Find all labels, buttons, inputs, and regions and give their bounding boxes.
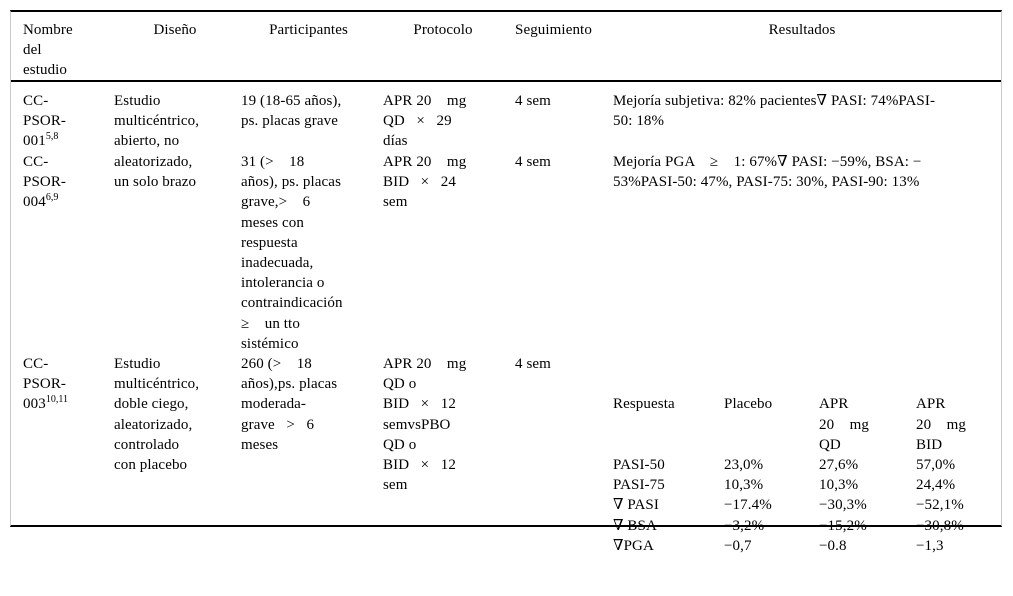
- subtable-header-placebo: Placebo: [724, 396, 773, 413]
- subtable-value: −15,2%: [819, 517, 867, 534]
- column-header-participants: Participantes: [269, 22, 348, 38]
- row1-study-name-text: CC- PSOR- 001: [23, 93, 67, 150]
- row1-design-cell: Estudio multicéntrico, abierto, no aleat…: [114, 93, 200, 190]
- subtable-value: −17.4%: [724, 497, 772, 514]
- subtable-value: 10,3%: [819, 477, 859, 494]
- subtable-value: 10,3%: [724, 477, 764, 494]
- subtable-value: −0,7: [724, 537, 752, 554]
- subtable-row-label: ∇ PASI: [613, 497, 659, 514]
- column-header-design: Diseño: [153, 22, 197, 38]
- row1-followup-cell: 4 sem: [515, 93, 551, 109]
- subtable-value: −30,3%: [819, 497, 867, 514]
- column-header-protocol: Protocolo: [413, 22, 473, 38]
- row1-study-name-cell: CC- PSOR- 0015,8: [23, 91, 111, 152]
- row2-participants-cell: 31 (> 18 años), ps. placas grave,> 6 mes…: [241, 154, 343, 352]
- row2-study-name-superscript: 6,9: [45, 192, 59, 204]
- row2-protocol-cell: APR 20 mg BID × 24 sem: [383, 154, 467, 211]
- subtable-value: 23,0%: [724, 457, 764, 474]
- subtable-value: 27,6%: [819, 457, 859, 474]
- row1-participants-cell: 19 (18-65 años), ps. placas grave: [241, 93, 342, 130]
- row2-study-name-cell: CC- PSOR- 0046,9: [23, 152, 111, 213]
- row1-results-cell: Mejoría subjetiva: 82% pacientes∇ PASI: …: [613, 93, 936, 130]
- row1-protocol-cell: APR 20 mg QD × 29 días: [383, 93, 467, 150]
- row3-results-subtable: Respuesta Placebo APR 20 mg QD APR 20 mg…: [613, 354, 1001, 596]
- subtable-value: −3,2%: [724, 517, 765, 534]
- row3-design-cell: Estudio multicéntrico, doble ciego, alea…: [114, 356, 200, 474]
- subtable-value: −52,1%: [916, 497, 964, 514]
- subtable-row-label: PASI-75: [613, 477, 665, 494]
- results-subtable-grid: Respuesta Placebo APR 20 mg QD APR 20 mg…: [613, 394, 1001, 556]
- column-header-results: Resultados: [768, 22, 836, 38]
- row3-study-name-cell: CC- PSOR- 00310,11: [23, 354, 111, 415]
- subtable-value: 24,4%: [916, 477, 956, 494]
- subtable-value: −30,8%: [916, 517, 964, 534]
- row1-study-name-superscript: 5,8: [45, 131, 59, 143]
- subtable-header-response: Respuesta: [613, 396, 675, 413]
- subtable-row-label: PASI-50: [613, 457, 665, 474]
- row2-study-name-text: CC- PSOR- 004: [23, 154, 67, 211]
- subtable-row-label: ∇ BSA: [613, 517, 657, 534]
- row3-participants-cell: 260 (> 18 años),ps. placas moderada- gra…: [241, 356, 338, 453]
- row3-protocol-cell: APR 20 mg QD o BID × 12 semvsPBO QD o BI…: [383, 356, 467, 494]
- column-header-study-name: Nombre del estudio: [23, 22, 73, 79]
- row2-results-cell: Mejoría PGA ≥ 1: 67%∇ PASI: −59%, BSA: −…: [613, 154, 922, 191]
- column-header-followup: Seguimiento: [515, 22, 592, 38]
- header-divider: [11, 80, 1001, 82]
- subtable-header-apr-bid: APR 20 mg BID: [916, 396, 966, 453]
- studies-table: Nombre del estudio Diseño Participantes …: [10, 10, 1002, 554]
- row3-study-name-superscript: 10,11: [45, 394, 68, 406]
- subtable-value: 57,0%: [916, 457, 956, 474]
- subtable-row-label: ∇PGA: [613, 537, 654, 554]
- row3-study-name-text: CC- PSOR- 003: [23, 356, 67, 413]
- subtable-value: −0.8: [819, 537, 847, 554]
- row2-followup-cell: 4 sem: [515, 154, 551, 170]
- row3-followup-cell: 4 sem: [515, 356, 551, 372]
- page: { "table": { "header": { "study_name": […: [10, 10, 1002, 554]
- subtable-value: −1,3: [916, 537, 944, 554]
- subtable-header-apr-qd: APR 20 mg QD: [819, 396, 869, 453]
